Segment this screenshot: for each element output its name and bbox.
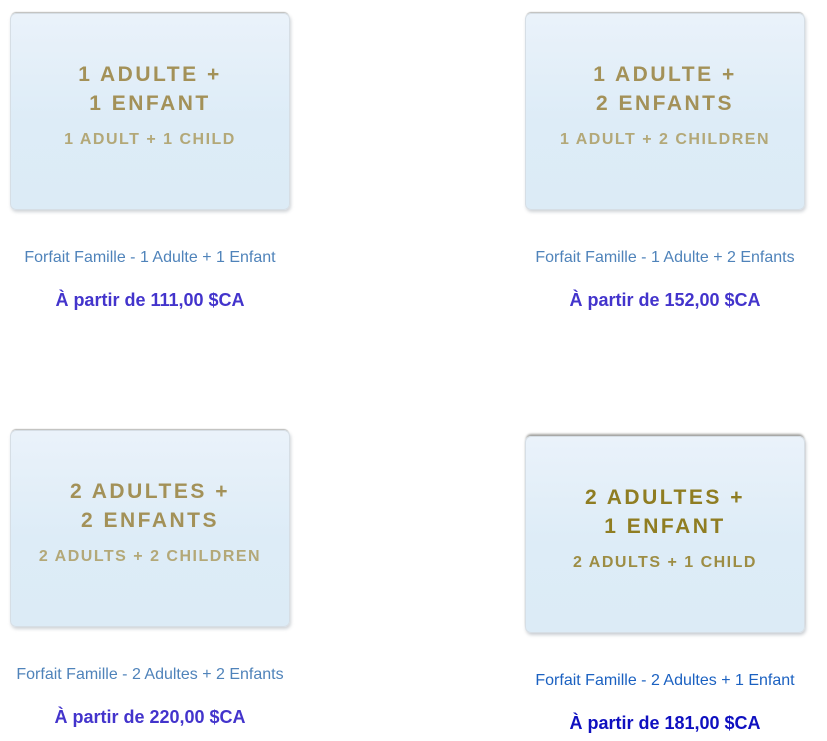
product-price: À partir de 111,00 $CA [55, 290, 245, 310]
tile-text-fr-line2: 1 ENFANT [604, 515, 726, 538]
tile-text-fr-line1: 1 ADULTE + [593, 63, 737, 86]
product-image-tile[interactable]: 1 ADULTE + 2 ENFANTS 1 ADULT + 2 CHILDRE… [525, 13, 805, 210]
tile-text-fr-line1: 2 ADULTES + [70, 480, 230, 503]
tile-text-en: 1 ADULT + 1 CHILD [64, 131, 236, 148]
tile-text-en: 2 ADULTS + 1 CHILD [573, 554, 757, 571]
product-price: À partir de 152,00 $CA [569, 290, 761, 310]
product-image-tile[interactable]: 2 ADULTES + 2 ENFANTS 2 ADULTS + 2 CHILD… [10, 430, 290, 627]
tile-text-fr-line2: 1 ENFANT [89, 92, 211, 115]
product-image-tile[interactable]: 2 ADULTES + 1 ENFANT 2 ADULTS + 1 CHILD [525, 436, 805, 633]
product-image-tile[interactable]: 1 ADULTE + 1 ENFANT 1 ADULT + 1 CHILD [10, 13, 290, 210]
product-row-1: 1 ADULTE + 1 ENFANT 1 ADULT + 1 CHILD Fo… [0, 0, 827, 311]
tile-text-fr-line2: 2 ENFANTS [80, 509, 220, 532]
product-card-hovered: 2 ADULTES + 1 ENFANT 2 ADULTS + 1 CHILD … [525, 430, 805, 734]
tile-text-en: 1 ADULT + 2 CHILDREN [559, 131, 770, 148]
product-title-link[interactable]: Forfait Famille - 2 Adultes + 1 Enfant [535, 672, 795, 689]
product-card: 1 ADULTE + 1 ENFANT 1 ADULT + 1 CHILD Fo… [10, 13, 290, 311]
tile-text-en: 2 ADULTS + 2 CHILDREN [38, 548, 262, 565]
product-title-link[interactable]: Forfait Famille - 1 Adulte + 2 Enfants [535, 249, 795, 266]
tile-text-fr-line1: 1 ADULTE + [78, 63, 222, 86]
product-row-2: 2 ADULTES + 2 ENFANTS 2 ADULTS + 2 CHILD… [0, 430, 827, 734]
product-card: 2 ADULTES + 2 ENFANTS 2 ADULTS + 2 CHILD… [10, 430, 290, 734]
product-price: À partir de 220,00 $CA [54, 707, 246, 727]
tile-text-fr-line2: 2 ENFANTS [595, 92, 735, 115]
product-card: 1 ADULTE + 2 ENFANTS 1 ADULT + 2 CHILDRE… [525, 13, 805, 311]
tile-text-fr-line1: 2 ADULTES + [585, 486, 745, 509]
product-title-link[interactable]: Forfait Famille - 2 Adultes + 2 Enfants [16, 666, 284, 683]
product-price: À partir de 181,00 $CA [569, 713, 761, 733]
product-title-link[interactable]: Forfait Famille - 1 Adulte + 1 Enfant [24, 249, 276, 266]
